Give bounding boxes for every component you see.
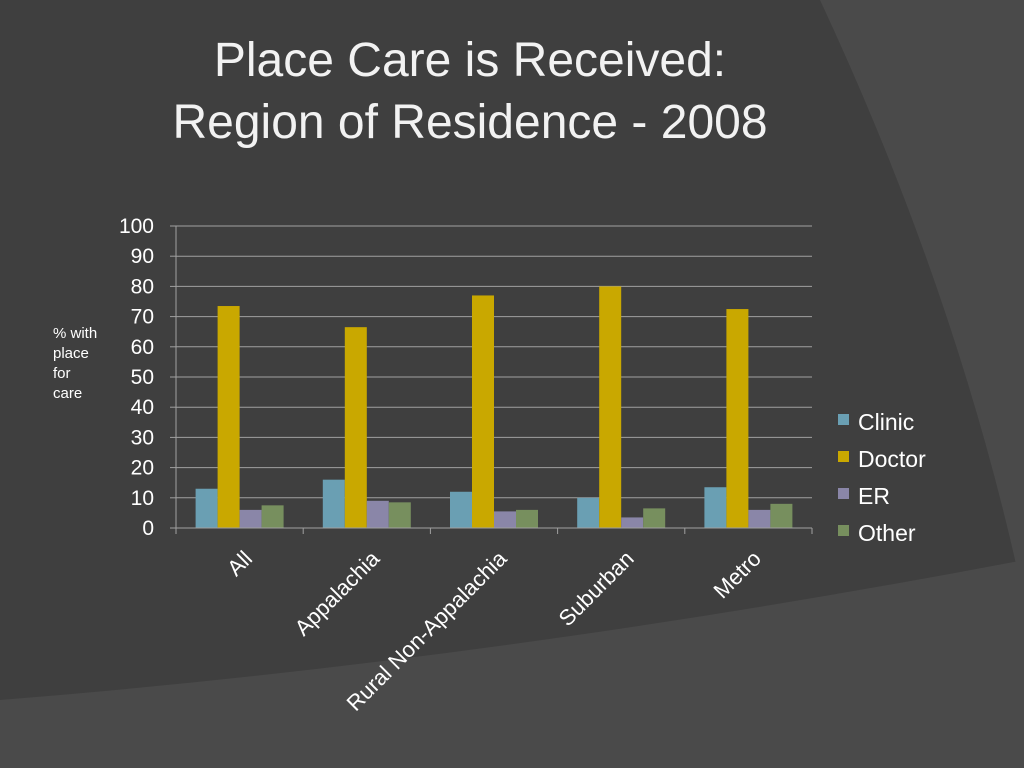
y-tick-label-0: 0 <box>142 517 154 540</box>
y-axis-label: % with place for care <box>53 325 97 402</box>
legend-label-other: Other <box>858 520 916 546</box>
legend-swatch-er <box>838 488 849 499</box>
bar-clinic-appalachia <box>322 479 345 528</box>
y-tick-label-30: 30 <box>131 426 154 449</box>
bar-er-appalachia <box>366 500 389 528</box>
bar-er-rural-non-appalachia <box>494 511 516 528</box>
bar-er-metro <box>748 509 771 528</box>
legend-swatch-clinic <box>838 414 849 425</box>
y-tick-label-40: 40 <box>131 396 154 419</box>
background-swoosh-bottom <box>0 560 1024 768</box>
y-tick-label-70: 70 <box>131 306 154 329</box>
category-label-all: All <box>222 546 257 581</box>
axes <box>175 226 813 534</box>
category-label-metro: Metro <box>708 546 765 603</box>
bar-clinic-metro <box>704 487 727 528</box>
bar-other-appalachia <box>388 502 411 528</box>
bar-clinic-rural-non-appalachia <box>450 491 472 528</box>
legend-swatch-other <box>838 525 849 536</box>
bar-other-suburban <box>643 508 666 528</box>
bar-other-metro <box>770 503 793 528</box>
y-axis-label-line-4: care <box>53 385 82 402</box>
bar-er-suburban <box>621 517 644 528</box>
category-label-appalachia: Appalachia <box>290 545 385 640</box>
bar-other-rural-non-appalachia <box>516 509 538 528</box>
y-axis-label-line-1: % with <box>53 325 97 342</box>
y-tick-label-10: 10 <box>131 487 154 510</box>
category-label-suburban: Suburban <box>554 546 639 631</box>
y-tick-label-50: 50 <box>131 366 154 389</box>
y-axis-label-line-2: place <box>53 345 89 362</box>
bars <box>195 286 793 528</box>
bar-doctor-suburban <box>599 286 622 528</box>
bar-doctor-appalachia <box>344 327 367 528</box>
bar-doctor-metro <box>726 309 749 528</box>
legend-label-doctor: Doctor <box>858 446 926 472</box>
y-axis-ticks: 0 10 20 30 40 50 60 70 80 90 100 <box>119 215 176 540</box>
bar-doctor-all <box>217 306 240 528</box>
bar-er-all <box>239 509 262 528</box>
legend-label-er: ER <box>858 483 890 509</box>
y-axis-label-line-3: for <box>53 365 71 382</box>
bar-clinic-all <box>195 488 218 528</box>
y-tick-label-100: 100 <box>119 215 154 238</box>
legend-swatch-doctor <box>838 451 849 462</box>
bar-clinic-suburban <box>577 497 600 528</box>
y-tick-label-80: 80 <box>131 275 154 298</box>
slide-title: Place Care is Received: Region of Reside… <box>60 30 880 154</box>
title-line-2: Region of Residence - 2008 <box>172 96 768 149</box>
title-line-1: Place Care is Received: <box>213 34 727 87</box>
bar-doctor-rural-non-appalachia <box>472 295 494 528</box>
bar-other-all <box>261 505 284 528</box>
legend-label-clinic: Clinic <box>858 409 914 435</box>
y-tick-label-60: 60 <box>131 336 154 359</box>
y-tick-label-90: 90 <box>131 245 154 268</box>
background-swoosh-top <box>820 0 1024 600</box>
legend: Clinic Doctor ER Other <box>838 409 926 546</box>
y-tick-label-20: 20 <box>131 457 154 480</box>
